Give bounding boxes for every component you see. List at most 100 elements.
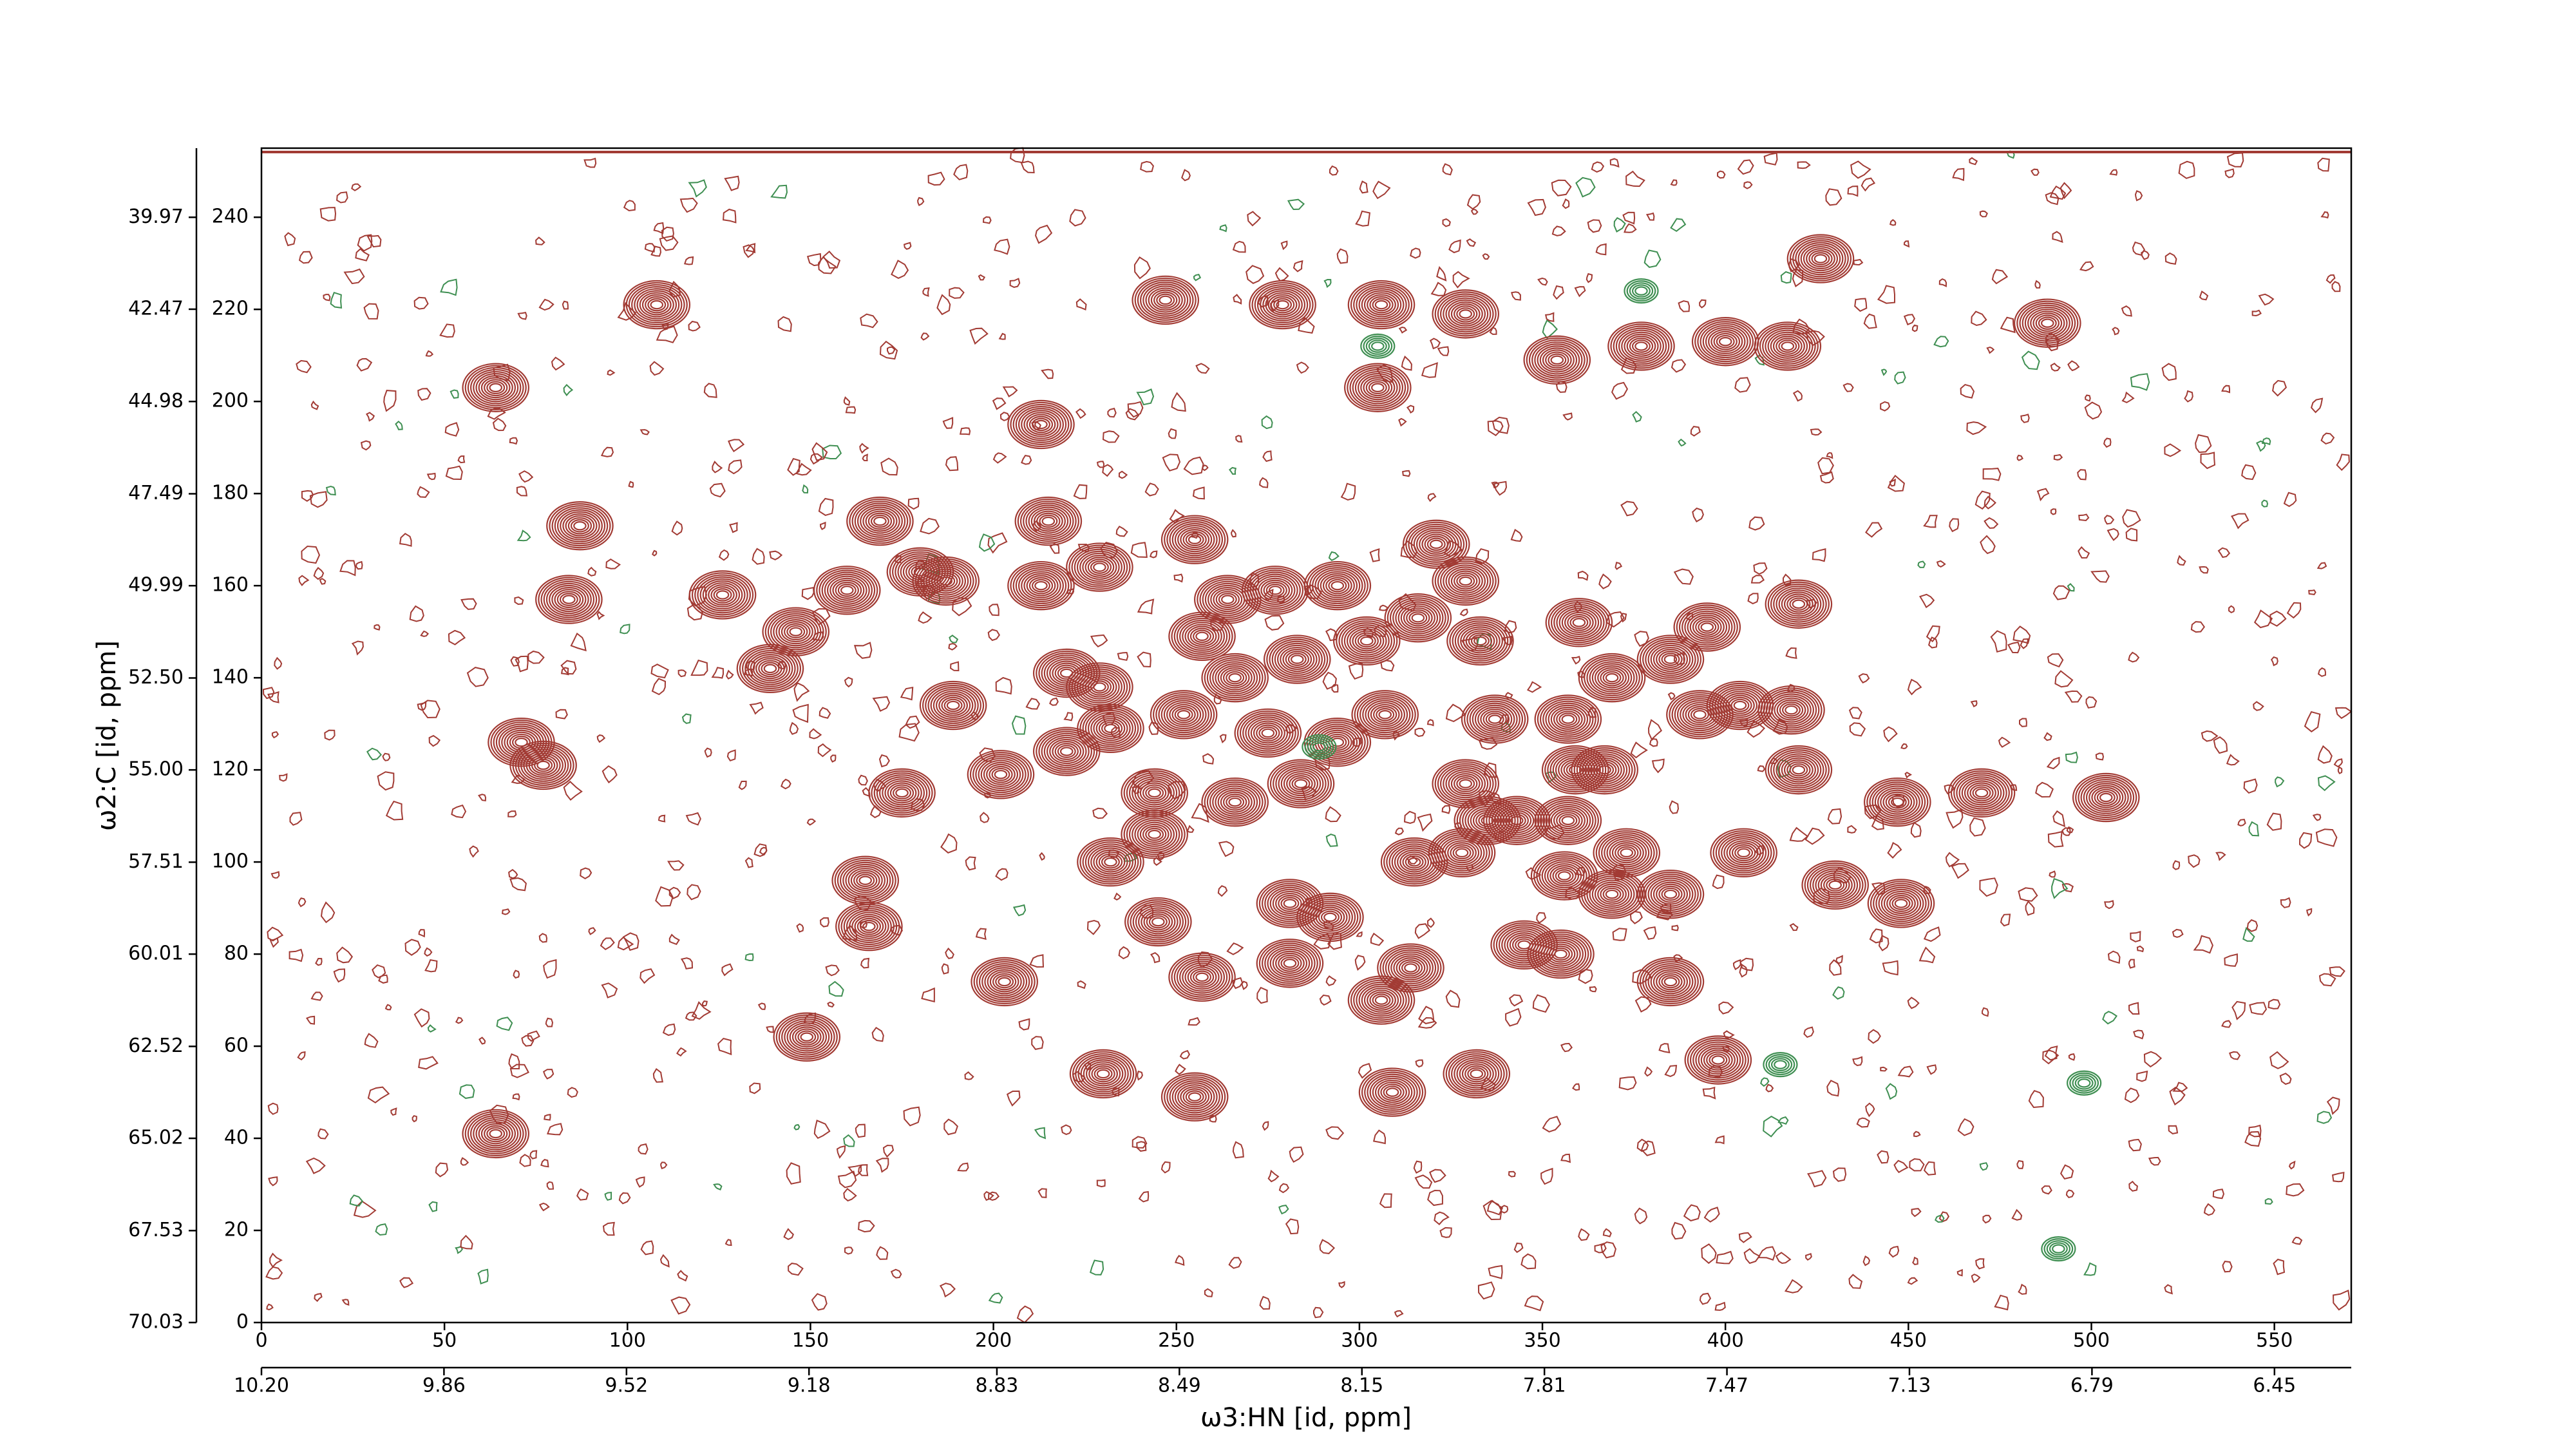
- noise-contour: [878, 754, 890, 768]
- peak-contour: [1697, 321, 1754, 363]
- peak-contour: [1148, 287, 1183, 313]
- peak-contour: [2046, 1240, 2071, 1258]
- noise-contour: [660, 1161, 668, 1170]
- noise-contour: [945, 456, 959, 472]
- noise-contour: [353, 1200, 377, 1218]
- noise-contour: [1400, 540, 1418, 559]
- noise-contour: [2237, 819, 2246, 826]
- peak-contour: [1363, 335, 1393, 357]
- noise-contour: [1574, 286, 1586, 298]
- peak-contour: [1406, 609, 1430, 627]
- noise-contour: [1379, 1193, 1392, 1208]
- peak: [1066, 662, 1133, 712]
- noise-contour: [1090, 1259, 1104, 1275]
- peak-contour: [1371, 341, 1385, 351]
- noise-contour: [284, 232, 296, 247]
- peak: [1947, 768, 2016, 818]
- noise-contour: [2051, 877, 2069, 899]
- noise-contour: [600, 446, 614, 457]
- peak-contour: [1615, 844, 1639, 862]
- peak-contour: [913, 567, 927, 577]
- noise-contour: [1804, 827, 1825, 845]
- peak-contour: [1541, 859, 1587, 893]
- peak-contour: [1174, 524, 1215, 555]
- peak-contour: [1760, 687, 1823, 733]
- noise-contour: [1133, 256, 1151, 280]
- noise-contour: [459, 1084, 475, 1099]
- peak-contour: [1546, 943, 1576, 965]
- peak-contour: [969, 752, 1032, 798]
- x2-tick-label: 7.81: [1523, 1375, 1566, 1397]
- peak-contour: [1456, 798, 1519, 843]
- peak-contour: [1090, 560, 1109, 574]
- peak-contour: [1075, 1053, 1132, 1094]
- noise-contour: [1743, 1248, 1761, 1265]
- noise-contour: [1247, 211, 1262, 227]
- noise-contour: [439, 323, 455, 338]
- peak-contour: [837, 584, 857, 597]
- peak-contour: [1820, 874, 1850, 896]
- noise-contour: [1340, 482, 1356, 501]
- noise-contour: [978, 533, 996, 552]
- peak-contour: [1261, 728, 1275, 738]
- peak-contour: [1269, 948, 1311, 979]
- peak-contour: [1763, 689, 1820, 731]
- peak: [1168, 611, 1236, 661]
- peak-contour: [1467, 1067, 1486, 1081]
- peak-contour: [879, 776, 925, 810]
- peak-contour: [1346, 626, 1387, 656]
- y-tick-label: 120: [212, 758, 249, 781]
- noise-contour: [941, 963, 949, 975]
- noise-contour: [1398, 417, 1407, 427]
- peak-contour: [1304, 898, 1356, 936]
- noise-contour: [787, 457, 800, 476]
- noise-contour: [1970, 700, 1978, 707]
- peak-contour: [1547, 863, 1582, 889]
- noise-contour: [1571, 655, 1581, 665]
- peak-contour: [1174, 1082, 1215, 1112]
- peak-contour: [978, 963, 1030, 1000]
- peak-contour: [761, 662, 780, 676]
- noise-contour: [2215, 852, 2226, 861]
- noise-contour: [1006, 1090, 1021, 1107]
- noise-contour: [1492, 416, 1510, 434]
- peak-contour: [2022, 304, 2074, 342]
- peak-contour: [1765, 329, 1811, 363]
- peak-contour: [634, 288, 680, 321]
- peak-contour: [1823, 876, 1848, 894]
- peak-contour: [829, 577, 865, 603]
- peak-contour: [934, 572, 958, 590]
- noise-contour: [435, 1162, 449, 1178]
- noise-contour: [1913, 1131, 1921, 1138]
- noise-contour: [466, 667, 489, 687]
- peak-contour: [1770, 333, 1805, 359]
- noise-contour: [2052, 231, 2063, 244]
- noise-contour: [825, 964, 840, 977]
- noise-contour: [1406, 405, 1415, 414]
- noise-contour: [1589, 986, 1597, 993]
- noise-contour: [2102, 1011, 2118, 1025]
- noise-contour: [2190, 621, 2206, 633]
- noise-contour: [862, 454, 869, 462]
- noise-contour: [1466, 194, 1481, 210]
- peak-contour: [1610, 323, 1672, 369]
- peak-contour: [1280, 646, 1315, 673]
- peak-contour: [1700, 622, 1714, 632]
- peak-contour: [1548, 806, 1589, 836]
- noise-contour: [853, 642, 873, 659]
- peak-contour: [2096, 790, 2116, 805]
- peak: [1256, 939, 1324, 988]
- y2-tick-label: 47.49: [128, 482, 184, 504]
- peak-contour: [1309, 565, 1366, 607]
- y-tick-label: 20: [224, 1219, 249, 1241]
- noise-contour: [2169, 1086, 2186, 1106]
- peak-contour: [1336, 618, 1398, 664]
- noise-contour: [356, 358, 373, 372]
- peak-contour: [1364, 1071, 1421, 1113]
- noise-contour: [1644, 1066, 1653, 1077]
- peak-contour: [762, 607, 830, 656]
- peak-contour: [1548, 945, 1573, 963]
- peak-contour: [1325, 733, 1350, 751]
- noise-contour: [384, 1004, 392, 1011]
